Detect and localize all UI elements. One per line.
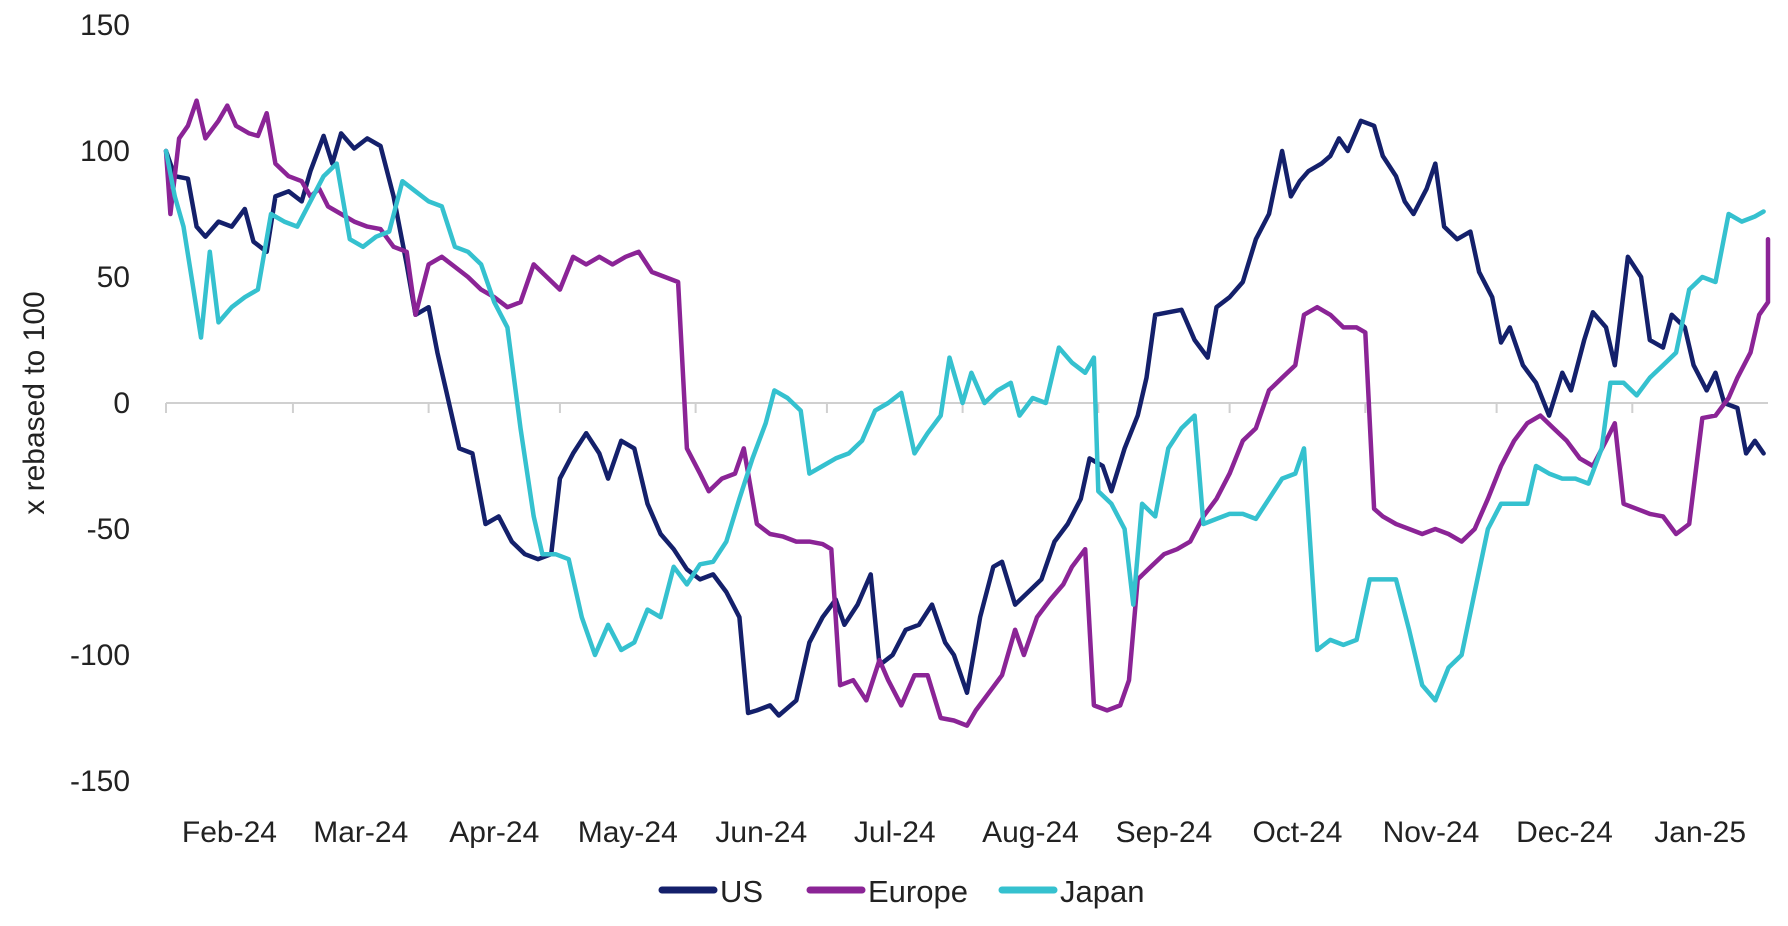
y-tick-label: 150 — [80, 9, 130, 42]
x-tick-label: Sep-24 — [1116, 816, 1213, 849]
series-line-japan — [163, 148, 1766, 703]
y-tick-label: -50 — [87, 513, 130, 546]
x-tick-label: Mar-24 — [313, 816, 408, 849]
x-tick-label: Feb-24 — [182, 816, 277, 849]
x-tick-label: Jan-25 — [1654, 816, 1746, 849]
y-tick-label: 100 — [80, 135, 130, 168]
legend: US Europe Japan — [658, 874, 1144, 909]
legend-label-europe: Europe — [868, 874, 968, 909]
y-tick-label: -100 — [70, 639, 130, 672]
y-tick-labels: 150 100 50 0 -50 -100 -150 — [70, 9, 130, 798]
x-tick-label: Jun-24 — [715, 816, 807, 849]
x-tick-labels: Feb-24 Mar-24 Apr-24 May-24 Jun-24 Jul-24 Aug-… — [182, 816, 1746, 849]
legend-label-japan: Japan — [1060, 874, 1144, 909]
series-line-europe — [163, 98, 1771, 728]
y-tick-label: -150 — [70, 765, 130, 798]
legend-label-us: US — [720, 874, 763, 909]
x-tick-label: Dec-24 — [1516, 816, 1613, 849]
x-tick-label: Apr-24 — [449, 816, 539, 849]
x-tick-label: Jul-24 — [854, 816, 936, 849]
x-tick-label: May-24 — [578, 816, 678, 849]
y-axis-title: x rebased to 100 — [18, 291, 51, 515]
x-tick-label: Nov-24 — [1383, 816, 1480, 849]
x-tick-label: Aug-24 — [982, 816, 1079, 849]
x-tick-marks — [165, 403, 1634, 413]
x-tick-label: Oct-24 — [1252, 816, 1342, 849]
y-tick-label: 50 — [97, 261, 130, 294]
series-line-us — [163, 118, 1766, 718]
y-tick-label: 0 — [113, 387, 130, 420]
series-lines — [163, 98, 1771, 728]
